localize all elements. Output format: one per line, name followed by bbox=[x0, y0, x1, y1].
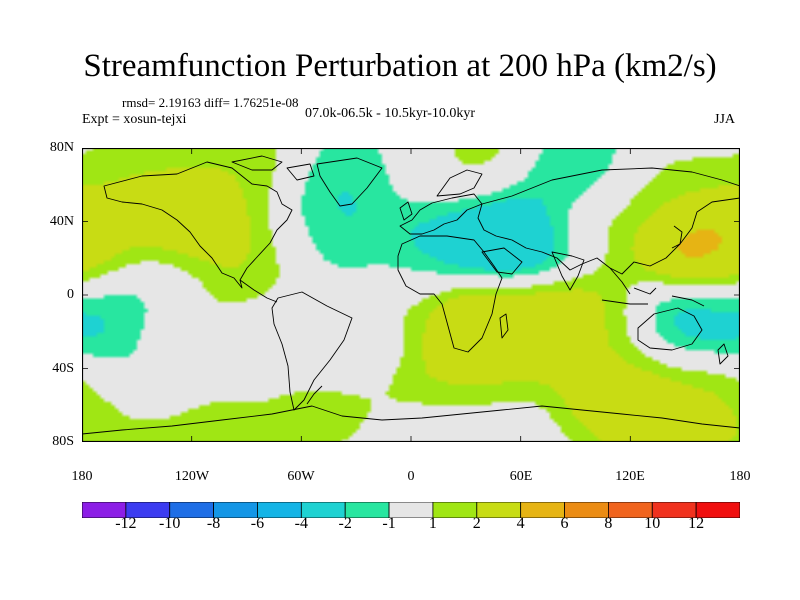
lon-tick-180w: 180 bbox=[71, 469, 93, 484]
lon-tick-60w: 60W bbox=[287, 469, 315, 484]
colorbar-label: -6 bbox=[250, 515, 265, 532]
stats-text: rmsd= 2.19163 diff= 1.76251e-08 bbox=[122, 95, 299, 110]
map-tick-marks bbox=[82, 148, 740, 442]
colorbar-label: -8 bbox=[206, 515, 221, 532]
colorbar-label: 10 bbox=[644, 515, 661, 532]
colorbar-swatch bbox=[520, 502, 565, 518]
colorbar-label: 2 bbox=[472, 515, 481, 532]
lat-tick-40n: 40N bbox=[49, 214, 74, 229]
season-label: JJA bbox=[714, 112, 736, 127]
colorbar-label: 1 bbox=[428, 515, 437, 532]
coastlines bbox=[82, 155, 740, 435]
lon-tick-0: 0 bbox=[407, 469, 415, 484]
lat-tick-0: 0 bbox=[67, 287, 74, 302]
streamfunction-field bbox=[82, 148, 740, 442]
lon-tick-180e: 180 bbox=[729, 469, 751, 484]
map-plot bbox=[82, 148, 740, 442]
colorbar-swatch bbox=[432, 502, 478, 518]
plot-title: Streamfunction Perturbation at 200 hPa (… bbox=[83, 48, 717, 84]
lat-tick-80s: 80S bbox=[52, 434, 74, 449]
lat-tick-40s: 40S bbox=[52, 361, 74, 376]
colorbar-swatch bbox=[476, 502, 522, 518]
time-range-label: 07.0k-06.5k - 10.5kyr-10.0kyr bbox=[305, 106, 476, 121]
experiment-label: Expt = xosun-tejxi bbox=[82, 112, 187, 127]
colorbar-label: -2 bbox=[338, 515, 352, 532]
colorbar bbox=[82, 502, 740, 518]
colorbar-swatch bbox=[564, 502, 609, 518]
colorbar-label: 8 bbox=[604, 515, 613, 532]
colorbar-label: 4 bbox=[516, 515, 525, 532]
colorbar-label: -10 bbox=[159, 515, 181, 532]
lon-tick-120e: 120E bbox=[615, 469, 645, 484]
colorbar-label: -4 bbox=[294, 515, 308, 532]
map-frame bbox=[82, 148, 740, 442]
colorbar-label: 6 bbox=[560, 515, 569, 532]
colorbar-label: 12 bbox=[688, 515, 705, 532]
colorbar-label: -12 bbox=[115, 515, 137, 532]
colorbar-label: -1 bbox=[382, 515, 396, 532]
lon-tick-60e: 60E bbox=[509, 469, 533, 484]
lon-tick-120w: 120W bbox=[174, 469, 210, 484]
lat-tick-80n: 80N bbox=[49, 140, 74, 155]
colorbar-swatch bbox=[695, 502, 740, 518]
